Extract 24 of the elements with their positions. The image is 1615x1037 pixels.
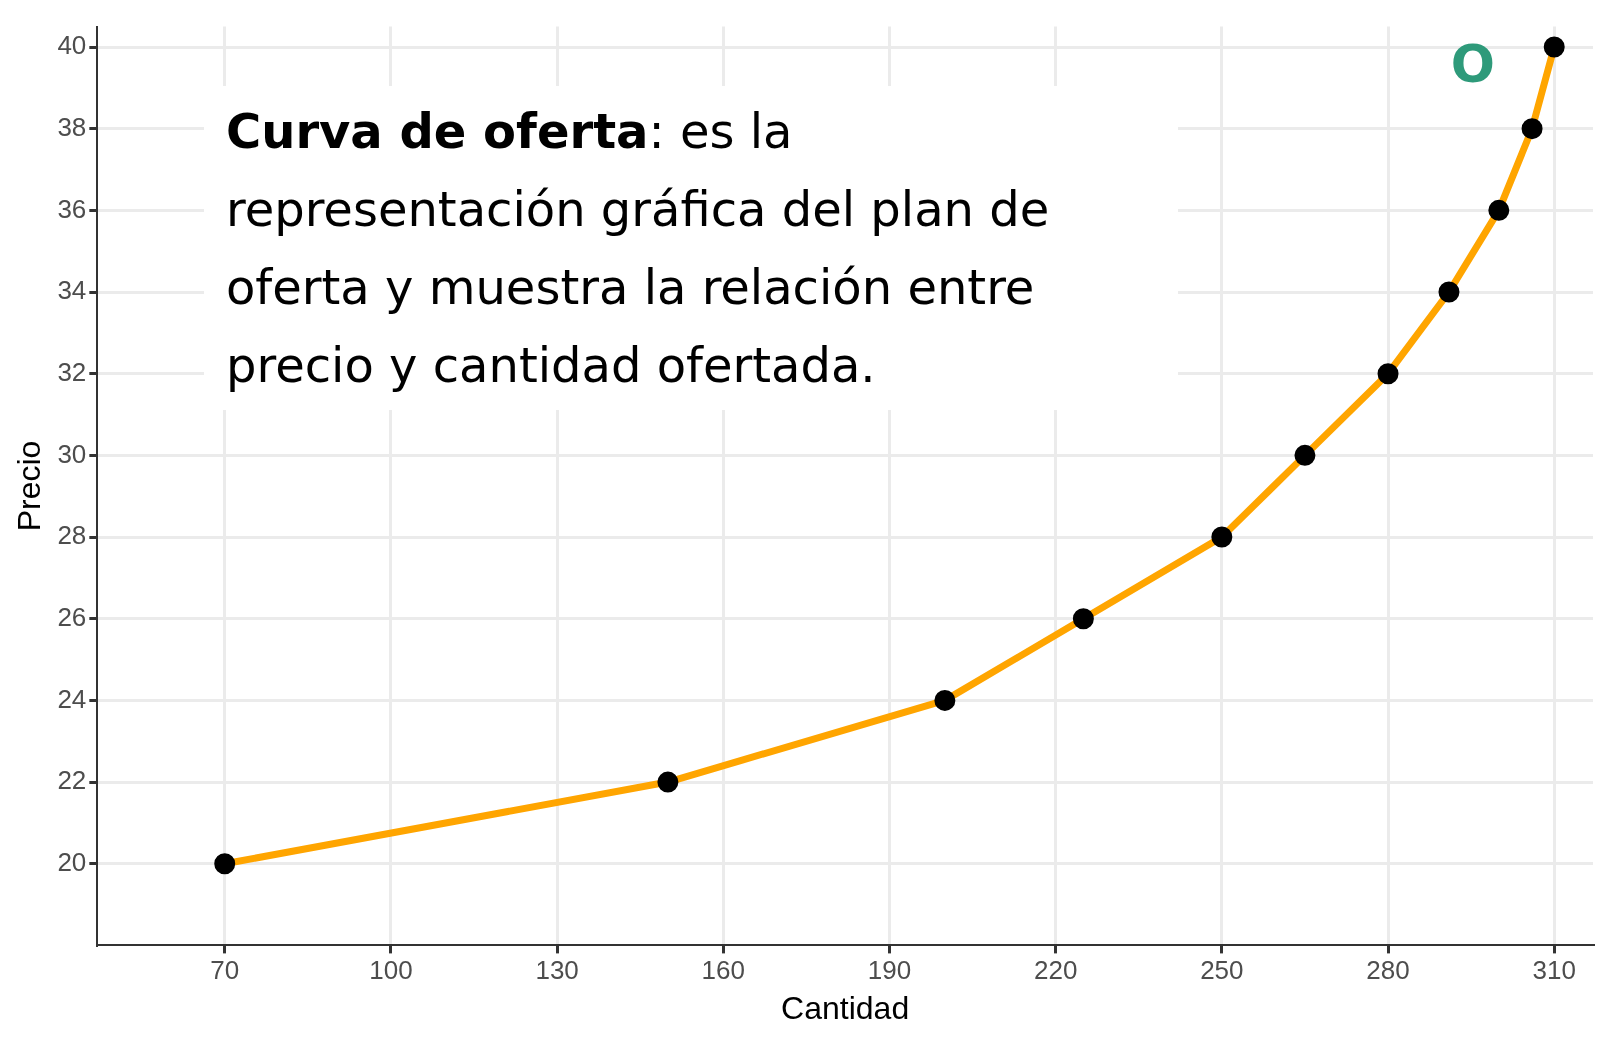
y-tick-label: 26 xyxy=(57,601,87,632)
y-tick-label: 40 xyxy=(57,30,87,61)
y-tick-label: 30 xyxy=(57,438,87,469)
x-tick-label: 70 xyxy=(210,955,240,986)
x-axis-title: Cantidad xyxy=(781,989,910,1026)
y-tick-label: 36 xyxy=(57,193,87,224)
x-tick-label: 310 xyxy=(1532,955,1576,986)
y-tick-label: 28 xyxy=(57,520,87,551)
y-tick-label: 38 xyxy=(57,111,87,142)
x-tick-label: 190 xyxy=(867,955,912,986)
y-tick-label: 22 xyxy=(57,765,87,796)
y-axis-title: Precio xyxy=(11,440,48,532)
x-tick-label: 160 xyxy=(701,955,745,986)
y-tick-label: 34 xyxy=(57,275,87,306)
x-tick-label: 280 xyxy=(1366,955,1410,986)
y-tick-label: 32 xyxy=(57,356,87,387)
x-tick-label: 220 xyxy=(1033,955,1078,986)
x-tick-label: 100 xyxy=(369,955,413,986)
annotation: O xyxy=(1450,34,1495,94)
y-tick-label: 20 xyxy=(57,846,87,877)
x-tick-label: 130 xyxy=(535,955,579,986)
y-tick-label: 24 xyxy=(57,683,87,714)
annotation: Curva de oferta: es la representación gráfica del plan de oferta y muestra la relación entre precio y cantidad ofertada. xyxy=(226,103,1050,393)
x-tick-label: 250 xyxy=(1200,955,1244,986)
